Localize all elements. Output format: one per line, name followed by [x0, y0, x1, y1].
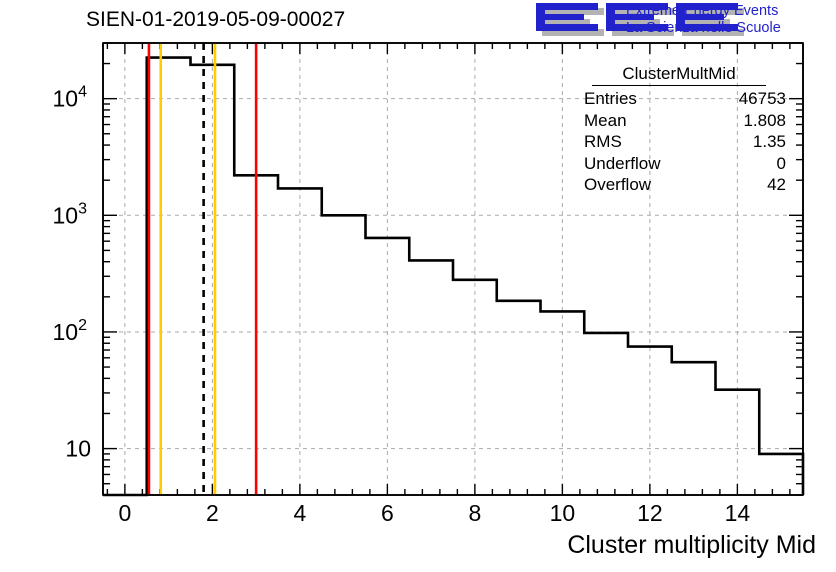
eee-logo-mark	[536, 3, 744, 36]
eee-logo-line2: La Scienza nelle Scuole	[626, 19, 781, 36]
stats-box: ClusterMultMid Entries 46753 Mean 1.808 RMS 1…	[568, 64, 790, 196]
stats-row: Mean 1.808	[568, 110, 790, 132]
stats-rows: Entries 46753 Mean 1.808 RMS 1.35 Underflow 0 Ov…	[568, 88, 790, 196]
stats-row: Overflow 42	[568, 174, 790, 196]
y-axis-tick-label: 10	[65, 436, 91, 462]
x-axis-tick-label: 0	[118, 500, 131, 526]
x-axis-tick-label: 4	[293, 500, 306, 526]
stats-row-label: Entries	[584, 89, 637, 108]
y-axis-tick-label: 104	[53, 84, 88, 112]
x-axis-tick-label: 2	[206, 500, 219, 526]
stats-row-value: 1.35	[752, 132, 786, 151]
stats-row-label: Mean	[584, 110, 627, 130]
eee-logo	[536, 3, 744, 36]
stats-row: Underflow 0	[568, 153, 790, 175]
stats-row-label: Overflow	[584, 175, 652, 194]
stats-row-value: 1.808	[743, 110, 786, 130]
stats-row-label: RMS	[584, 132, 622, 151]
histogram-outline	[103, 56, 805, 497]
x-axis-tick-label: 12	[637, 500, 663, 526]
y-axis-tick-label: 103	[53, 200, 88, 228]
x-axis-title: Cluster multiplicity Mid	[567, 531, 816, 559]
x-axis-tick-label: 6	[381, 500, 394, 526]
x-axis-tick-label: 14	[725, 500, 751, 526]
x-axis-tick-label: 10	[550, 500, 576, 526]
stats-row: Entries 46753	[568, 88, 790, 110]
eee-logo-line1: Extreme Energy Events	[626, 3, 779, 19]
stats-title: ClusterMultMid	[592, 64, 766, 86]
stats-row-value: 0	[776, 153, 786, 173]
y-axis-tick-label: 102	[53, 317, 88, 345]
stats-row: RMS 1.35	[568, 131, 790, 153]
stats-row-label: Underflow	[584, 153, 661, 173]
eee-logo-text: Extreme Energy Events La Scienza nelle S…	[626, 3, 781, 36]
stats-row-value: 46753	[738, 89, 786, 108]
x-axis-tick-label: 8	[468, 500, 481, 526]
page-title: SIEN-01-2019-05-09-00027	[86, 8, 346, 31]
stats-row-value: 42	[767, 175, 786, 194]
